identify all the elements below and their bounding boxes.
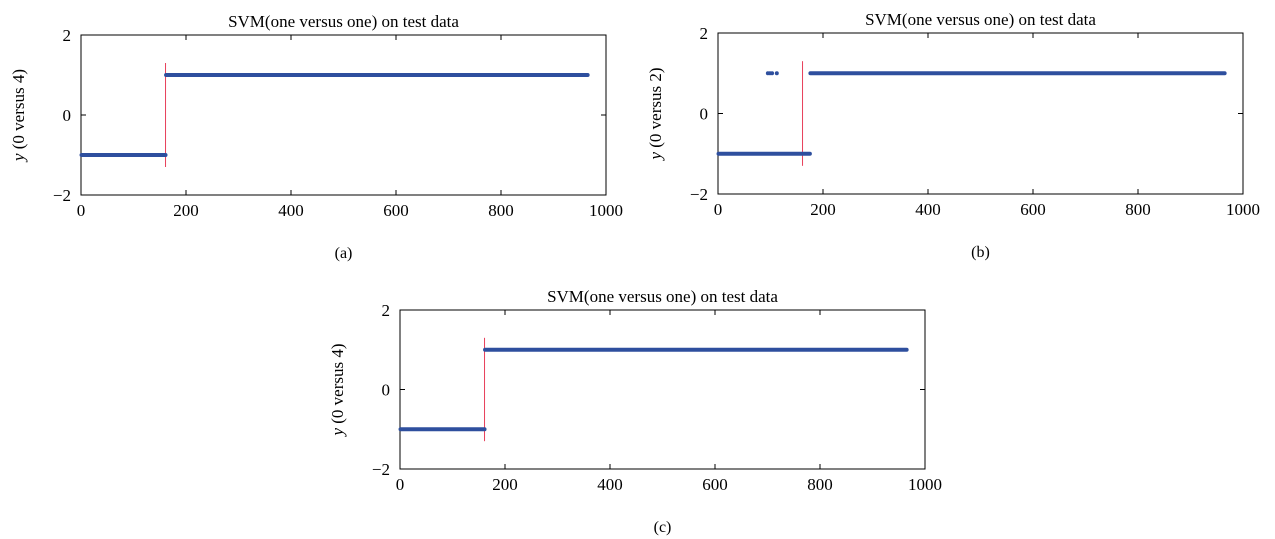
x-tick-label: 1000 [908, 475, 942, 494]
x-tick-label: 200 [810, 200, 836, 219]
x-tick-label: 400 [597, 475, 623, 494]
y-tick-label: −2 [53, 186, 71, 205]
y-tick-label: 0 [63, 106, 72, 125]
x-tick-label: 200 [173, 201, 199, 220]
y-tick-label: −2 [372, 460, 390, 479]
panel-c: 0 200 400 600 800 1000 −2 0 2 SVM(one versus one)… [328, 287, 942, 536]
y-tick-label: 2 [382, 301, 391, 320]
x-tick-label: 600 [1020, 200, 1046, 219]
y-axis-label-text: (0 versus 2) [646, 67, 665, 152]
x-tick-label: 0 [714, 200, 723, 219]
x-tick-label: 200 [492, 475, 518, 494]
chart-title: SVM(one versus one) on test data [547, 287, 778, 306]
x-tick-label: 800 [807, 475, 833, 494]
y-tick-label: 2 [700, 24, 709, 43]
panel-caption: (a) [335, 245, 353, 262]
panel-b: 0 200 400 600 800 1000 −2 0 2 SVM(one versus one)… [646, 10, 1260, 261]
y-tick-label: 0 [700, 105, 709, 124]
y-axis-label-var: y [328, 428, 347, 438]
x-tick-label: 600 [702, 475, 728, 494]
x-tick-label: 800 [488, 201, 514, 220]
y-axis-label: y (0 versus 4) [9, 69, 28, 163]
chart-title: SVM(one versus one) on test data [865, 10, 1096, 29]
x-tick-label: 0 [77, 201, 86, 220]
plot-frame [80, 34, 607, 196]
y-tick-label: 0 [382, 381, 391, 400]
plot-frame [717, 32, 1244, 195]
y-tick-label: −2 [690, 185, 708, 204]
y-tick-label: 2 [63, 26, 72, 45]
x-tick-label: 1000 [1226, 200, 1260, 219]
y-axis-label-text: (0 versus 4) [328, 343, 347, 428]
x-tick-label: 0 [396, 475, 405, 494]
chart-title: SVM(one versus one) on test data [228, 12, 459, 31]
plot-frame [399, 309, 926, 470]
x-tick-label: 600 [383, 201, 409, 220]
x-tick-label: 400 [915, 200, 941, 219]
y-axis-label-var: y [9, 153, 28, 163]
y-axis-label: y (0 versus 4) [328, 343, 347, 437]
panel-caption: (b) [971, 244, 990, 261]
y-axis-label-text: (0 versus 4) [9, 69, 28, 154]
x-tick-label: 1000 [589, 201, 623, 220]
x-tick-label: 800 [1125, 200, 1151, 219]
prediction-point [770, 71, 775, 76]
x-tick-label: 400 [278, 201, 304, 220]
panel-a: 0 200 400 600 800 1000 −2 0 2 SVM(one versus one)… [9, 12, 623, 262]
panel-caption: (c) [654, 519, 672, 536]
y-axis-label: y (0 versus 2) [646, 67, 665, 161]
y-axis-label-var: y [646, 152, 665, 162]
prediction-point [774, 71, 779, 76]
